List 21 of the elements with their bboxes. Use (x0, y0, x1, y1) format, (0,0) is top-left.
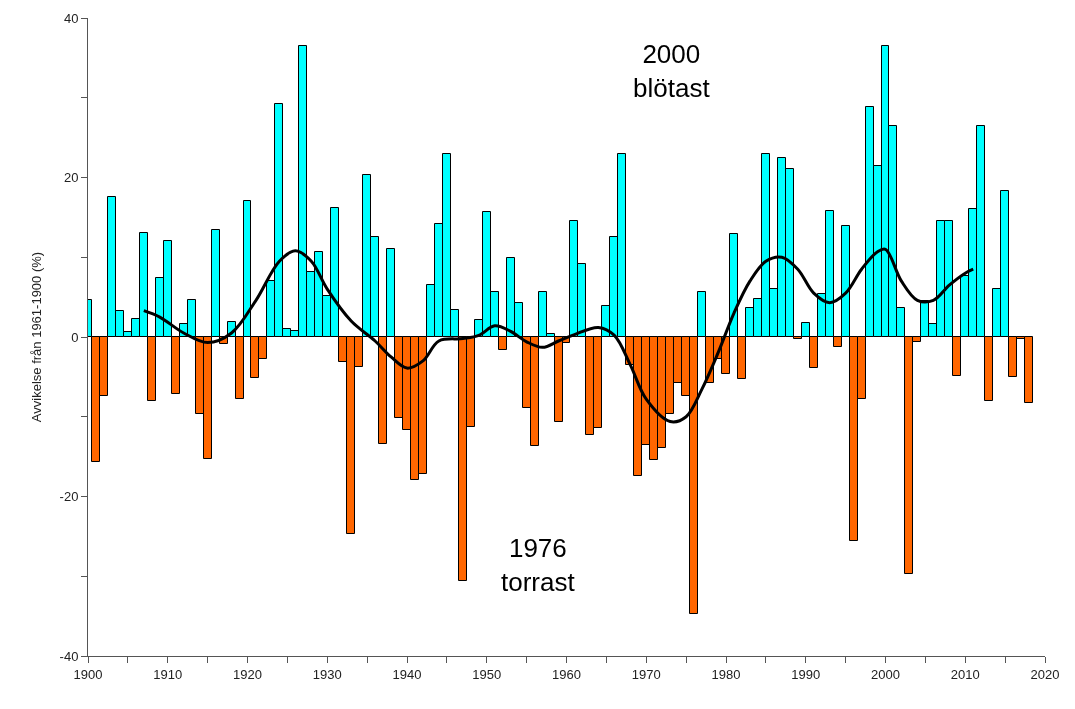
x-tick-label: 2000 (871, 666, 900, 682)
x-tick-label: 1960 (552, 666, 581, 682)
y-tick-label: -20 (59, 489, 79, 505)
x-tick-label: 2010 (950, 666, 980, 682)
x-tick-label: 1900 (73, 666, 103, 682)
x-tick-label: 1910 (153, 666, 183, 682)
y-tick-label: -40 (59, 648, 79, 664)
x-tick-label: 1990 (791, 666, 821, 682)
y-tick-label: 20 (63, 170, 79, 186)
annotation: 1976 torrast (501, 533, 576, 597)
x-tick-label: 2020 (1030, 666, 1060, 682)
x-tick-label: 1920 (233, 666, 262, 682)
y-tick-label: 0 (71, 329, 79, 345)
x-tick-label: 1970 (631, 666, 661, 682)
x-tick-label: 1950 (472, 666, 502, 682)
annotation: 2000 blötast (633, 39, 711, 103)
y-tick-label: 40 (63, 10, 79, 26)
y-axis-title: Avvikelse från 1961-1900 (%) (28, 251, 44, 423)
x-tick-label: 1940 (392, 666, 422, 682)
x-tick-label: 1930 (312, 666, 342, 682)
x-tick-label: 1980 (711, 666, 741, 682)
